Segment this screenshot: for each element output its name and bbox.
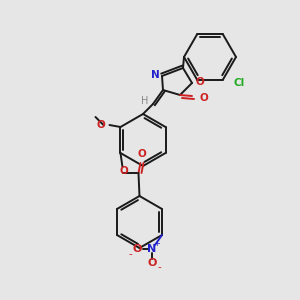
Text: O: O <box>137 149 146 159</box>
Text: O: O <box>200 93 209 103</box>
Text: Cl: Cl <box>234 77 245 88</box>
Text: O: O <box>119 166 128 176</box>
Text: -: - <box>157 262 161 272</box>
Text: N: N <box>147 244 157 254</box>
Text: O: O <box>132 244 142 254</box>
Text: O: O <box>97 120 106 130</box>
Text: N: N <box>151 70 159 80</box>
Text: +: + <box>154 239 160 248</box>
Text: -: - <box>128 249 132 259</box>
Text: H: H <box>141 96 149 106</box>
Text: O: O <box>196 77 204 87</box>
Text: O: O <box>147 258 157 268</box>
